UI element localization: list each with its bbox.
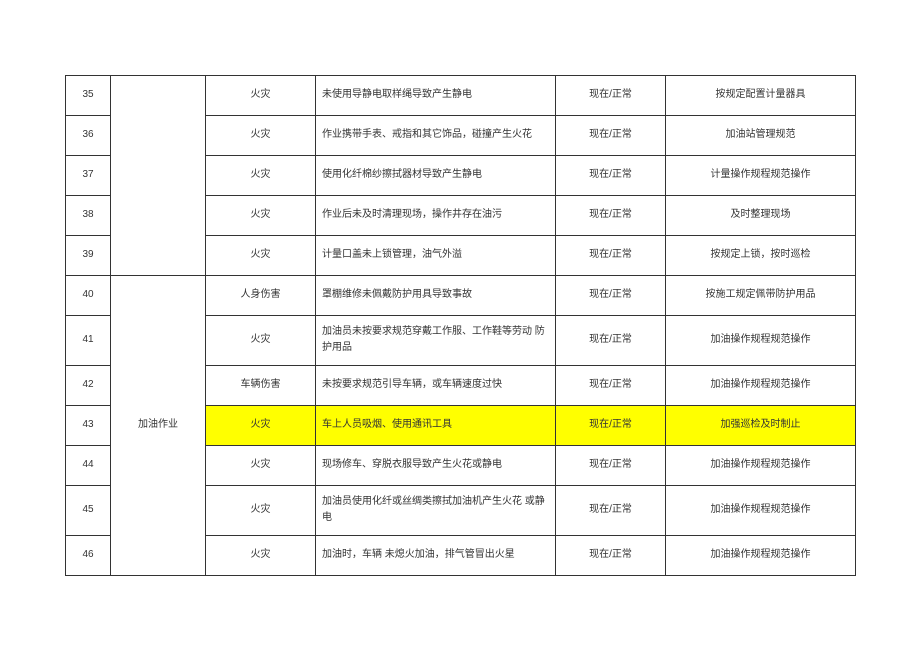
row-index: 45: [66, 485, 111, 535]
risk-type: 火灾: [206, 155, 316, 195]
risk-type: 火灾: [206, 315, 316, 365]
risk-table: 35火灾未使用导静电取样绳导致产生静电现在/正常按规定配置计量器具36火灾作业携…: [65, 75, 856, 576]
risk-description: 使用化纤棉纱擦拭器材导致产生静电: [316, 155, 556, 195]
row-index: 40: [66, 275, 111, 315]
risk-type: 火灾: [206, 445, 316, 485]
risk-description: 作业携带手表、戒指和其它饰品，碰撞产生火花: [316, 115, 556, 155]
task-category: 加油作业: [111, 275, 206, 575]
risk-state: 现在/正常: [556, 405, 666, 445]
row-index: 42: [66, 365, 111, 405]
risk-state: 现在/正常: [556, 235, 666, 275]
risk-state: 现在/正常: [556, 115, 666, 155]
risk-type: 火灾: [206, 485, 316, 535]
row-index: 36: [66, 115, 111, 155]
risk-state: 现在/正常: [556, 535, 666, 575]
risk-type: 火灾: [206, 115, 316, 155]
row-index: 43: [66, 405, 111, 445]
risk-description: 加油时，车辆 未熄火加油，排气管冒出火星: [316, 535, 556, 575]
risk-description: 现场修车、穿脱衣服导致产生火花或静电: [316, 445, 556, 485]
risk-description: 作业后未及时清理现场，操作井存在油污: [316, 195, 556, 235]
risk-state: 现在/正常: [556, 195, 666, 235]
control-measure: 及时整理现场: [666, 195, 856, 235]
risk-state: 现在/正常: [556, 485, 666, 535]
risk-type: 人身伤害: [206, 275, 316, 315]
risk-type: 火灾: [206, 235, 316, 275]
risk-description: 加油员使用化纤或丝绸类擦拭加油机产生火花 或静电: [316, 485, 556, 535]
control-measure: 加强巡检及时制止: [666, 405, 856, 445]
table-row: 40加油作业人身伤害罩棚维修未佩戴防护用具导致事故现在/正常按施工规定佩带防护用…: [66, 275, 856, 315]
risk-description: 罩棚维修未佩戴防护用具导致事故: [316, 275, 556, 315]
risk-description: 未使用导静电取样绳导致产生静电: [316, 75, 556, 115]
risk-type: 火灾: [206, 405, 316, 445]
risk-type: 火灾: [206, 535, 316, 575]
row-index: 39: [66, 235, 111, 275]
control-measure: 加油操作规程规范操作: [666, 445, 856, 485]
row-index: 37: [66, 155, 111, 195]
risk-state: 现在/正常: [556, 315, 666, 365]
risk-state: 现在/正常: [556, 155, 666, 195]
row-index: 38: [66, 195, 111, 235]
risk-type: 车辆伤害: [206, 365, 316, 405]
risk-state: 现在/正常: [556, 75, 666, 115]
risk-type: 火灾: [206, 195, 316, 235]
control-measure: 加油操作规程规范操作: [666, 485, 856, 535]
control-measure: 按规定上锁，按时巡检: [666, 235, 856, 275]
risk-state: 现在/正常: [556, 275, 666, 315]
control-measure: 按规定配置计量器具: [666, 75, 856, 115]
control-measure: 加油操作规程规范操作: [666, 365, 856, 405]
row-index: 44: [66, 445, 111, 485]
risk-state: 现在/正常: [556, 365, 666, 405]
risk-table-sheet: 35火灾未使用导静电取样绳导致产生静电现在/正常按规定配置计量器具36火灾作业携…: [65, 75, 855, 576]
risk-description: 未按要求规范引导车辆，或车辆速度过快: [316, 365, 556, 405]
table-row: 35 火灾未使用导静电取样绳导致产生静电现在/正常按规定配置计量器具: [66, 75, 856, 115]
control-measure: 按施工规定佩带防护用品: [666, 275, 856, 315]
row-index: 35: [66, 75, 111, 115]
row-index: 41: [66, 315, 111, 365]
risk-description: 加油员未按要求规范穿戴工作服、工作鞋等劳动 防护用品: [316, 315, 556, 365]
risk-state: 现在/正常: [556, 445, 666, 485]
task-category: [111, 75, 206, 275]
control-measure: 计量操作规程规范操作: [666, 155, 856, 195]
control-measure: 加油操作规程规范操作: [666, 315, 856, 365]
row-index: 46: [66, 535, 111, 575]
control-measure: 加油站管理规范: [666, 115, 856, 155]
control-measure: 加油操作规程规范操作: [666, 535, 856, 575]
risk-description: 车上人员吸烟、使用通讯工具: [316, 405, 556, 445]
risk-description: 计量口盖未上锁管理，油气外溢: [316, 235, 556, 275]
risk-type: 火灾: [206, 75, 316, 115]
